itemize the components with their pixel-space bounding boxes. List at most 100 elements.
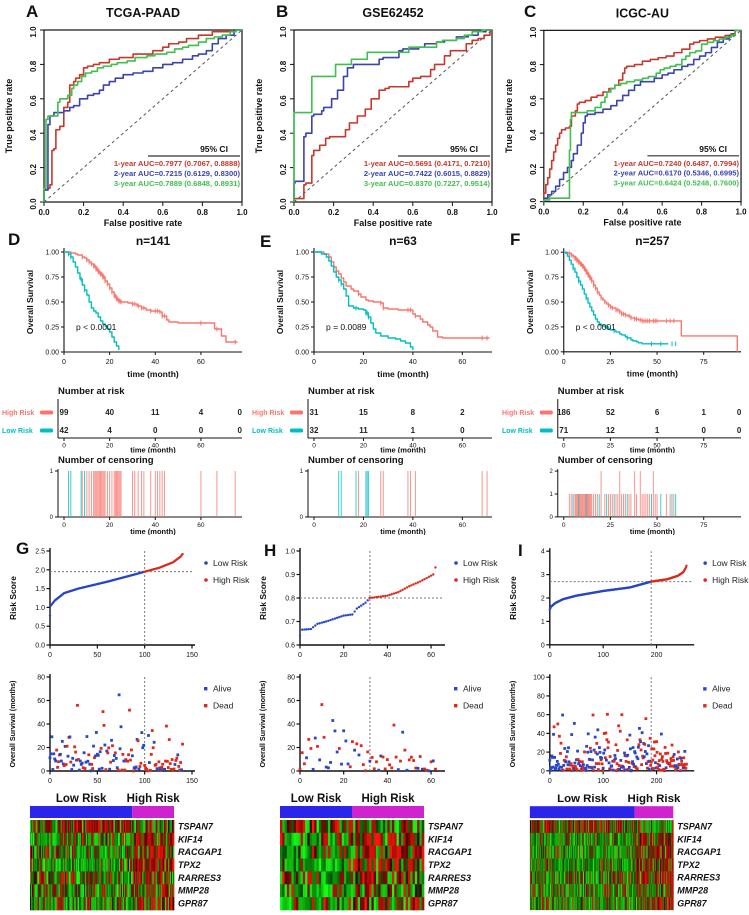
svg-text:186: 186 — [557, 408, 571, 417]
panel-letter-a: A — [26, 2, 39, 21]
svg-text:0.8: 0.8 — [447, 208, 459, 217]
svg-text:40: 40 — [383, 652, 391, 659]
svg-text:60: 60 — [37, 698, 45, 705]
svg-text:False positive rate: False positive rate — [603, 218, 681, 228]
svg-text:Low Risk: Low Risk — [557, 793, 608, 805]
svg-text:20: 20 — [37, 745, 45, 752]
svg-text:50: 50 — [93, 778, 101, 785]
svg-text:52: 52 — [606, 408, 615, 417]
svg-text:0.50: 0.50 — [45, 300, 59, 307]
svg-text:TSPAN7: TSPAN7 — [677, 822, 713, 832]
svg-text:High Risk: High Risk — [127, 793, 181, 805]
svg-text:50: 50 — [653, 442, 661, 449]
svg-text:1: 1 — [541, 619, 545, 626]
svg-text:42: 42 — [60, 426, 69, 435]
svg-text:0.9: 0.9 — [285, 572, 295, 579]
svg-text:95% CI: 95% CI — [699, 144, 727, 154]
svg-text:0: 0 — [737, 426, 742, 435]
svg-text:GPR87: GPR87 — [677, 898, 707, 908]
svg-text:1-year AUC=0.7977 (0.7067, 0.8: 1-year AUC=0.7977 (0.7067, 0.8888) — [114, 159, 241, 168]
expression-heatmap-gse62452: Low Risk High Risk TSPAN7 KIF14 RACGAP1 TPX2 R… — [250, 790, 500, 915]
svg-text:High Risk: High Risk — [463, 575, 500, 585]
svg-text:50: 50 — [653, 522, 661, 529]
svg-text:Low Risk: Low Risk — [2, 428, 33, 435]
svg-text:KIF14: KIF14 — [677, 834, 701, 844]
svg-text:0: 0 — [237, 426, 242, 435]
svg-text:75: 75 — [700, 359, 708, 366]
svg-text:25: 25 — [607, 442, 615, 449]
svg-text:True positive rate: True positive rate — [254, 79, 264, 154]
number-at-risk-table-tcga-paad: Number at risk High Risk 99 40 11 4 0 Low Risk 4… — [0, 385, 250, 453]
svg-text:1.00: 1.00 — [45, 250, 59, 257]
svg-text:1.5: 1.5 — [35, 586, 45, 593]
svg-text:time (month): time (month) — [377, 369, 429, 379]
svg-text:ICGC-AU: ICGC-AU — [616, 6, 669, 20]
risk-score-plot-icgc-au: 0 1 2 3 4 0 100 200 Risk Score Low Risk High Risk — [500, 535, 749, 663]
svg-text:0.4: 0.4 — [617, 208, 629, 217]
svg-text:0.0: 0.0 — [38, 208, 50, 217]
svg-text:40: 40 — [152, 522, 160, 529]
svg-text:0.8: 0.8 — [696, 208, 708, 217]
svg-text:0: 0 — [312, 443, 316, 450]
svg-text:4: 4 — [107, 426, 112, 435]
svg-text:0.0: 0.0 — [529, 198, 538, 210]
svg-text:20: 20 — [537, 750, 545, 757]
svg-text:0: 0 — [312, 522, 316, 529]
svg-text:0.2: 0.2 — [78, 208, 90, 217]
svg-text:Dead: Dead — [712, 701, 733, 711]
svg-text:20: 20 — [106, 443, 114, 450]
svg-text:0: 0 — [62, 359, 66, 366]
svg-text:p < 0.0001: p < 0.0001 — [76, 322, 117, 332]
svg-text:1.0: 1.0 — [736, 208, 748, 217]
svg-text:True positive rate: True positive rate — [4, 79, 14, 154]
svg-text:0: 0 — [50, 515, 54, 521]
svg-text:0.50: 0.50 — [545, 300, 559, 307]
svg-text:0.6: 0.6 — [529, 95, 538, 107]
svg-text:20: 20 — [360, 359, 368, 366]
svg-text:80: 80 — [287, 675, 295, 682]
svg-text:Alive: Alive — [712, 684, 731, 694]
svg-text:3: 3 — [541, 572, 545, 579]
svg-text:2-year AUC=0.7215 (0.6129, 0.8: 2-year AUC=0.7215 (0.6129, 0.8300) — [114, 169, 241, 178]
svg-text:20: 20 — [340, 652, 348, 659]
svg-text:0: 0 — [737, 408, 742, 417]
svg-text:20: 20 — [106, 359, 114, 366]
panel-letter-d: D — [8, 230, 21, 249]
svg-text:50: 50 — [93, 652, 101, 659]
svg-text:0.00: 0.00 — [295, 350, 309, 357]
risk-score-plot-tcga-paad: 0.0 0.5 1.0 1.5 2.0 2.5 0 50 100 150 Risk Score Low… — [0, 535, 250, 663]
survival-scatter-gse62452: 0 20 40 60 80 0 20 40 60 Overall Survival (months… — [250, 663, 500, 790]
svg-text:0.2: 0.2 — [578, 208, 590, 217]
svg-text:High Risk: High Risk — [502, 410, 534, 417]
panel-letter-c: C — [524, 2, 537, 21]
svg-text:n=257: n=257 — [635, 234, 670, 248]
svg-text:MMP28: MMP28 — [677, 886, 708, 896]
svg-text:0: 0 — [41, 769, 45, 776]
expression-heatmap-icgc-au: Low Risk High Risk TSPAN7 KIF14 RACGAP1 TPX2 R… — [500, 790, 749, 915]
svg-text:2-year AUC=0.7422 (0.6015, 0.8: 2-year AUC=0.7422 (0.6015, 0.8829) — [364, 169, 491, 178]
svg-text:Number at risk: Number at risk — [308, 386, 375, 397]
svg-text:GPR87: GPR87 — [178, 899, 209, 909]
svg-text:0.2: 0.2 — [279, 163, 288, 175]
svg-text:RACGAP1: RACGAP1 — [677, 847, 721, 857]
svg-text:1.0: 1.0 — [236, 208, 248, 217]
panel-letter-g: G — [16, 539, 30, 558]
svg-text:31: 31 — [310, 408, 319, 417]
svg-text:1: 1 — [411, 426, 416, 435]
svg-text:Low Risk: Low Risk — [213, 558, 248, 568]
svg-text:0: 0 — [300, 515, 304, 521]
svg-text:1.0: 1.0 — [285, 549, 295, 556]
svg-text:Risk Score: Risk Score — [508, 576, 518, 620]
svg-text:60: 60 — [458, 359, 466, 366]
svg-text:40: 40 — [152, 443, 160, 450]
svg-text:0.4: 0.4 — [529, 129, 538, 141]
svg-text:80: 80 — [37, 675, 45, 682]
svg-text:8: 8 — [411, 408, 416, 417]
svg-text:100: 100 — [597, 778, 609, 785]
svg-text:0: 0 — [291, 769, 295, 776]
svg-text:time (month): time (month) — [130, 446, 176, 454]
svg-text:0.25: 0.25 — [545, 324, 559, 331]
number-at-risk-table-gse62452: Number at risk High Risk 31 15 8 2 Low Risk 32 1… — [250, 385, 500, 453]
svg-text:0.00: 0.00 — [545, 349, 559, 356]
svg-text:20: 20 — [360, 443, 368, 450]
